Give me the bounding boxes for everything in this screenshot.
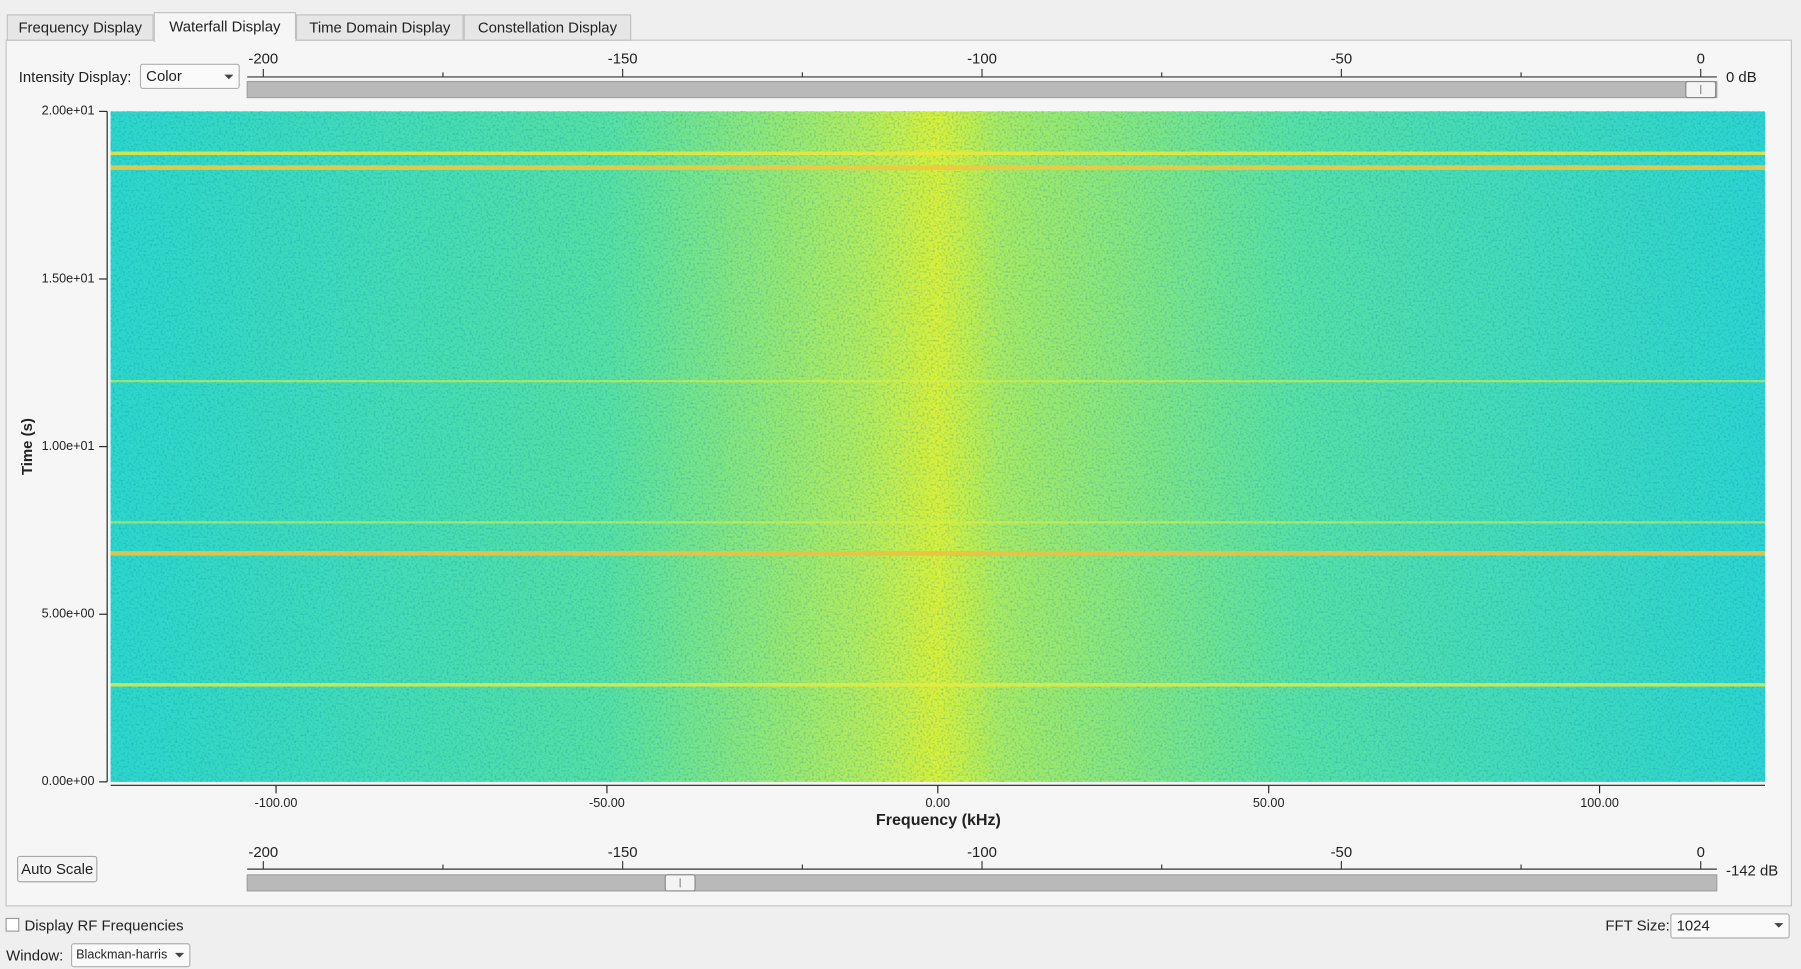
x-tick-label: 0.00 (926, 796, 951, 810)
x-tick-label: 100.00 (1580, 796, 1619, 810)
tab[interactable] (6, 14, 154, 41)
slider-tick-label: 0 (1697, 51, 1705, 68)
signal-line (110, 521, 1766, 524)
slider-tick-label: -100 (967, 844, 997, 861)
auto-scale-button[interactable] (17, 855, 98, 883)
window-value: Blackman-harris (76, 948, 167, 962)
slider-tick-label: -150 (608, 844, 638, 861)
tab-label: Constellation Display (478, 20, 618, 37)
slider-tick-label: -200 (248, 51, 278, 68)
slider-track (246, 874, 1718, 892)
signal-line (110, 151, 1766, 155)
y-tick-label: 2.00e+01 (42, 104, 95, 118)
x-axis-title: Frequency (kHz) (876, 811, 1001, 829)
tab[interactable] (296, 14, 464, 41)
tab[interactable] (463, 14, 632, 41)
fft-size-label: FFT Size: (1605, 917, 1669, 934)
rf-checkbox[interactable] (5, 917, 20, 932)
tab-label: Time Domain Display (309, 20, 451, 37)
tab-label: Frequency Display (18, 20, 142, 37)
combo-arrow (224, 74, 234, 80)
combo-arrow (1774, 923, 1784, 928)
waterfall-noise (110, 111, 1766, 782)
slider-tick-label: -50 (1331, 844, 1353, 861)
tab-label: Waterfall Display (169, 18, 281, 35)
tab[interactable] (153, 12, 297, 42)
y-tick-label: 5.00e+00 (42, 607, 95, 621)
waterfall-image (110, 111, 1766, 782)
x-tick-label: 50.00 (1253, 796, 1285, 810)
rf-checkbox-label: Display RF Frequencies (24, 917, 183, 934)
tab-bar: Frequency Display Waterfall Display Time D… (6, 12, 632, 43)
y-axis-title: Time (s) (19, 418, 36, 475)
fft-size-combo[interactable] (1670, 913, 1790, 939)
slider-tick-label: -50 (1331, 51, 1353, 68)
x-tick-label: -50.00 (589, 796, 625, 810)
intensity-combo[interactable] (139, 63, 240, 89)
slider-tick-label: -200 (248, 844, 278, 861)
slider-track (246, 80, 1718, 99)
signal-line (110, 165, 1766, 170)
y-tick-label: 1.50e+01 (42, 271, 95, 285)
slider-value-label: 0 dB (1726, 69, 1757, 86)
x-tick-label: -100.00 (255, 796, 298, 810)
fft-size-value: 1024 (1677, 917, 1710, 934)
intensity-label: Intensity Display: (19, 69, 132, 86)
y-tick-label: 1.00e+01 (42, 439, 95, 453)
slider-value-label: -142 dB (1726, 862, 1778, 879)
slider-tick-label: 0 (1697, 844, 1705, 861)
signal-line (110, 551, 1766, 556)
signal-line (110, 380, 1766, 383)
y-tick-label: 0.00e+00 (42, 774, 95, 788)
intensity-value: Color (146, 68, 182, 85)
combo-arrow (174, 952, 185, 958)
slider-tick-label: -100 (967, 51, 997, 68)
signal-line (110, 683, 1766, 687)
window-combo[interactable] (70, 943, 191, 968)
auto-scale-label: Auto Scale (21, 861, 93, 878)
tab-join (155, 39, 296, 43)
window-label: Window: (6, 947, 63, 964)
slider-tick-label: -150 (608, 51, 638, 68)
